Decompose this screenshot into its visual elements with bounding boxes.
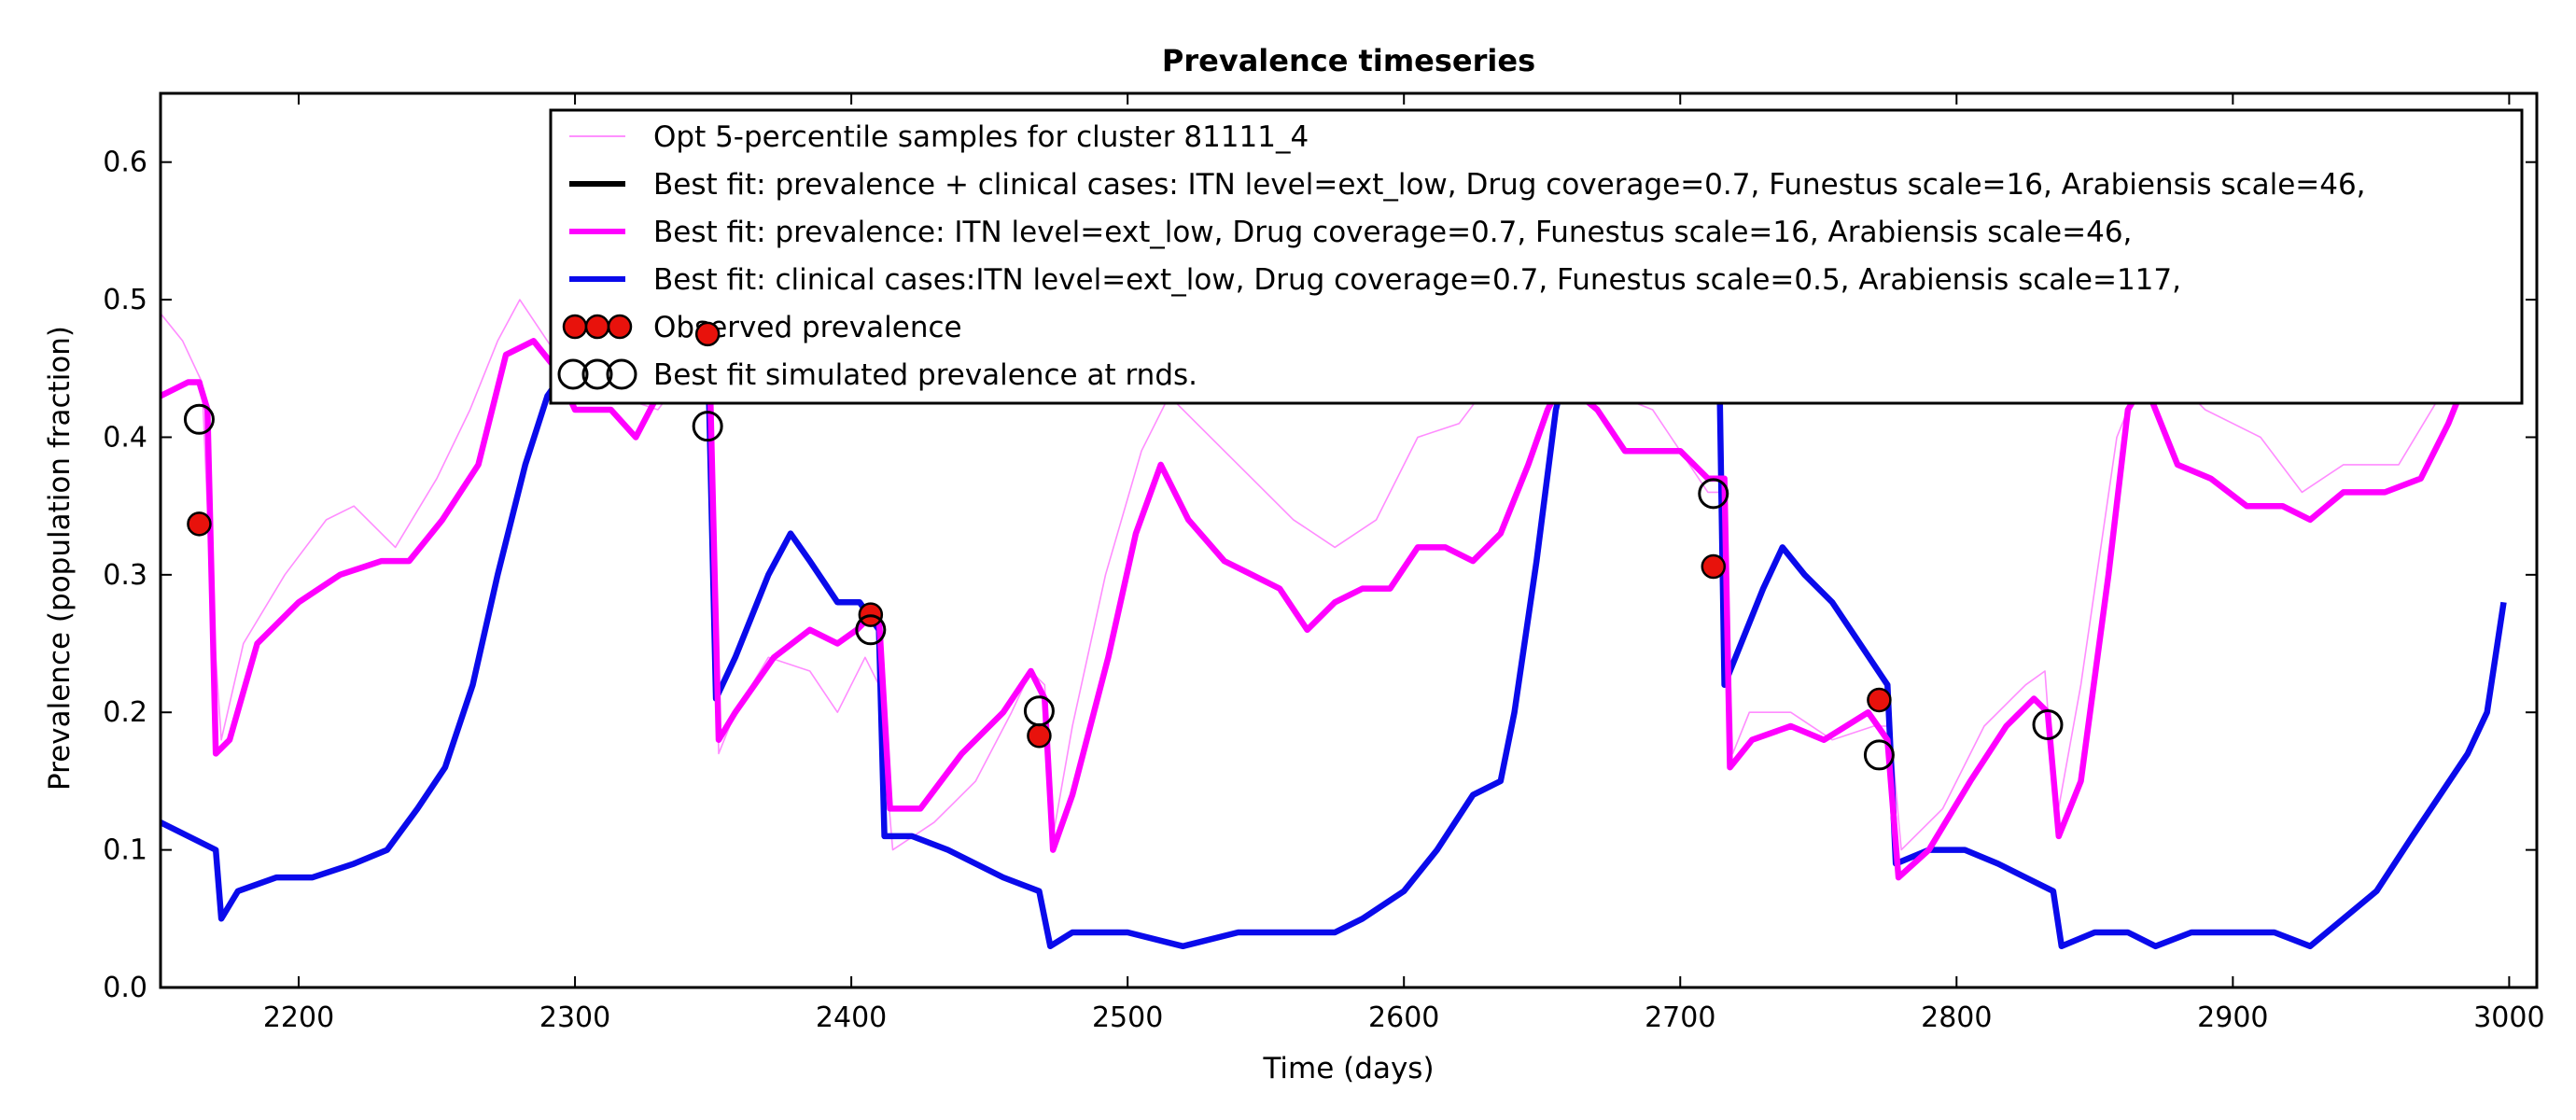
y-tick-label: 0.3: [103, 559, 147, 592]
legend-swatch-simulated: [557, 358, 589, 390]
legend-label: Best fit: clinical cases:ITN level=ext_l…: [653, 263, 2181, 297]
x-tick-label: 2700: [1645, 1001, 1715, 1034]
y-axis-title: Prevalence (population fraction): [43, 326, 77, 791]
observed-point: [187, 511, 212, 537]
x-tick-label: 2900: [2197, 1001, 2268, 1034]
samples-line: [161, 299, 2455, 851]
simulated-point: [855, 614, 887, 646]
observed-point-overlay: [694, 321, 721, 347]
observed-point: [1701, 553, 1727, 580]
y-tick-label: 0.1: [103, 834, 147, 867]
chart-title: Prevalence timeseries: [1162, 43, 1535, 78]
legend-label: Opt 5-percentile samples for cluster 811…: [653, 120, 1309, 154]
x-tick-label: 2500: [1092, 1001, 1163, 1034]
legend-label: Best fit simulated prevalence at rnds.: [653, 358, 1197, 392]
x-tick-label: 2800: [1921, 1001, 1992, 1034]
observed-point: [1027, 723, 1052, 749]
legend-swatch-simulated: [581, 358, 613, 390]
legend-swatch-observed: [584, 314, 610, 340]
x-tick-label: 3000: [2473, 1001, 2544, 1034]
legend-box: [549, 108, 2524, 405]
simulated-point: [692, 411, 723, 442]
y-tick-label: 0.0: [103, 972, 147, 1004]
y-tick-label: 0.5: [103, 284, 147, 316]
simulated-point: [2032, 708, 2064, 740]
best-fit-clinical-line: [161, 324, 2507, 950]
simulated-point: [1698, 478, 1729, 510]
observed-point: [1867, 687, 1892, 713]
x-axis-title: Time (days): [1262, 1052, 1434, 1085]
y-tick-label: 0.6: [103, 147, 147, 179]
legend-label: Best fit: prevalence: ITN level=ext_low,…: [653, 216, 2132, 249]
best-fit-prevalence-line: [161, 338, 2463, 881]
simulated-point: [1023, 695, 1055, 727]
y-tick-label: 0.2: [103, 696, 147, 729]
x-tick-label: 2600: [1368, 1001, 1439, 1034]
legend-swatch-observed: [607, 314, 633, 340]
legend-swatch-observed: [562, 314, 588, 340]
axes: 2200 2300 2400 2500 2600 2700 2800 2900 3000 0.0 0…: [103, 91, 2545, 1034]
plot-frame: [159, 91, 2539, 989]
legend: Opt 5-percentile samples for cluster 811…: [549, 108, 2524, 405]
x-tick-label: 2300: [539, 1001, 610, 1034]
legend-label: Best fit: prevalence + clinical cases: I…: [653, 168, 2366, 202]
legend-swatch-simulated: [606, 358, 637, 390]
simulated-point: [183, 403, 215, 435]
simulated-point: [1863, 739, 1895, 771]
x-tick-label: 2200: [263, 1001, 334, 1034]
x-tick-label: 2400: [816, 1001, 887, 1034]
y-tick-label: 0.4: [103, 421, 147, 454]
